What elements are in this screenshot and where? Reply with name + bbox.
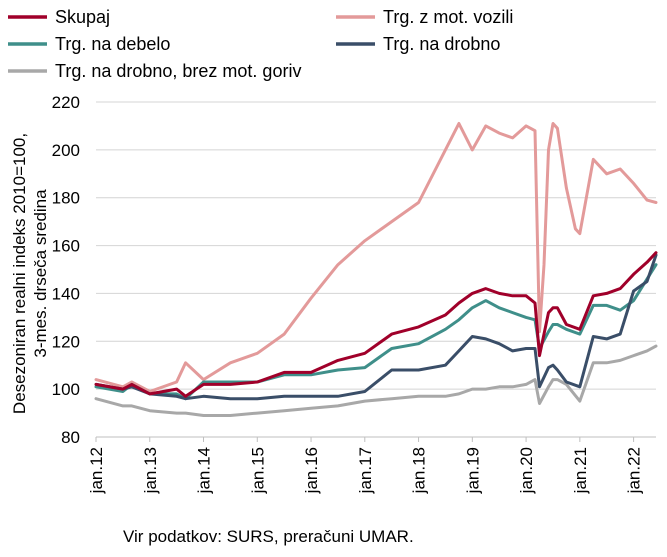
y-tick-label: 160 bbox=[52, 237, 80, 256]
legend-label: Trg. z mot. vozili bbox=[383, 7, 513, 27]
legend-label: Skupaj bbox=[55, 7, 110, 27]
legend-label: Trg. na debelo bbox=[55, 34, 170, 54]
y-tick-label: 140 bbox=[52, 284, 80, 303]
x-tick-label: jan.18 bbox=[410, 447, 429, 494]
y-axis-label-line: Desezoniran realni indeks 2010=100, bbox=[10, 133, 29, 414]
y-axis-label: Desezoniran realni indeks 2010=100, 3-mes… bbox=[10, 133, 50, 414]
x-tick-label: jan.12 bbox=[87, 447, 106, 494]
y-tick-label: 80 bbox=[61, 428, 80, 447]
series-lines bbox=[94, 122, 658, 417]
series-line-trg-z-mot-vozili bbox=[94, 122, 658, 393]
y-tick-label: 100 bbox=[52, 380, 80, 399]
y-tick-label: 220 bbox=[52, 93, 80, 112]
gridlines bbox=[96, 101, 656, 438]
x-tick-label: jan.22 bbox=[625, 447, 644, 494]
x-tick-label: jan.17 bbox=[356, 447, 375, 494]
x-tick-label: jan.14 bbox=[195, 447, 214, 494]
x-tick-label: jan.20 bbox=[517, 447, 536, 494]
x-tick-label: jan.21 bbox=[571, 447, 590, 494]
series-line-skupaj bbox=[94, 251, 658, 398]
y-tick-labels: 80 100 120 140 160 180 200 220 bbox=[52, 93, 80, 447]
x-tick-labels: jan.12 jan.13 jan.14 jan.15 jan.16 jan.17 jan.… bbox=[87, 437, 644, 494]
source-note: Vir podatkov: SURS, preračuni UMAR. bbox=[123, 527, 414, 546]
legend-label: Trg. na drobno, brez mot. goriv bbox=[55, 61, 301, 81]
x-tick-label: jan.15 bbox=[248, 447, 267, 494]
x-tick-label: jan.13 bbox=[141, 447, 160, 494]
y-tick-label: 180 bbox=[52, 189, 80, 208]
x-tick-label: jan.19 bbox=[463, 447, 482, 494]
legend: Skupaj Trg. z mot. vozili Trg. na debelo Tr… bbox=[8, 7, 513, 81]
series-line-trg-na-drobno-brez-mot-goriv bbox=[94, 344, 658, 417]
y-tick-label: 200 bbox=[52, 141, 80, 160]
y-axis-label-line: 3-mes. drseča sredina bbox=[31, 189, 50, 358]
legend-label: Trg. na drobno bbox=[383, 34, 500, 54]
y-tick-label: 120 bbox=[52, 332, 80, 351]
series-line-trg-na-drobno bbox=[94, 253, 658, 401]
series-line-trg-na-debelo bbox=[94, 263, 658, 401]
x-tick-label: jan.16 bbox=[302, 447, 321, 494]
